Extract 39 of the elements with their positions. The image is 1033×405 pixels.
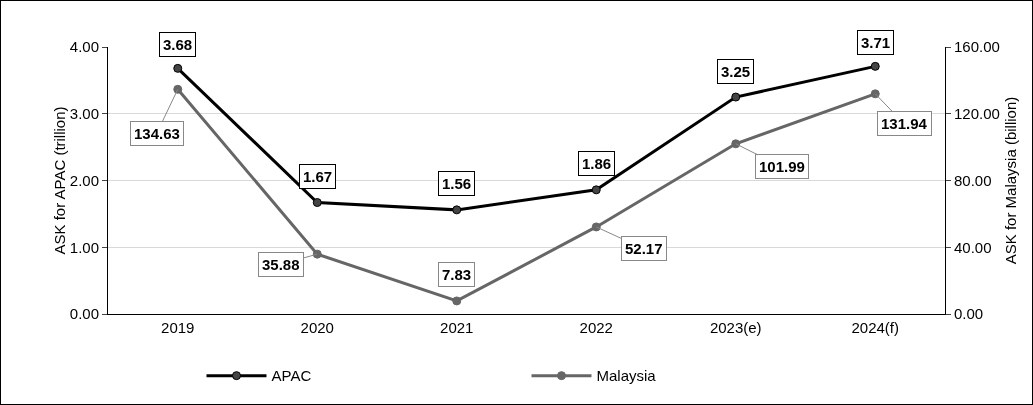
x-tick-label: 2020 [300,319,334,336]
point [870,61,880,71]
point [731,92,741,102]
y2-tick-label: 0.00 [954,305,984,323]
y-tick-label: 3.00 [69,105,99,122]
y-axis-title: ASK for APAC (trillion) [50,106,68,255]
data-label: 131.94 [881,115,928,132]
x-tick-label: 2019 [161,319,195,336]
y-tick-label: 0.00 [69,305,99,323]
data-label: 3.25 [721,63,751,80]
data-label: 35.88 [262,256,300,273]
y-tick-label: 1.00 [69,238,99,256]
y2-tick-label: 160.00 [954,38,1000,56]
x-tick-label: 2024(f) [851,319,900,336]
data-label: 134.63 [134,125,180,142]
x-tick-label: 2023(e) [709,319,762,336]
data-label: 3.71 [861,34,891,51]
data-label: 101.99 [759,158,805,175]
point [452,205,462,215]
legend-label: APAC [271,367,312,385]
y-tick-label: 4.00 [69,38,99,56]
data-label: 3.68 [163,36,193,53]
x-tick-label: 2021 [440,319,474,336]
legend-label: Malaysia [596,367,657,385]
x-tick-label: 2022 [579,319,613,336]
y2-tick-label: 120.00 [954,105,1000,122]
data-label: 1.56 [442,175,472,192]
y2-axis-title: ASK for Malaysia (billion) [1001,96,1019,265]
point [173,63,183,73]
data-label: 7.83 [442,266,472,283]
point [591,185,601,195]
y2-tick-label: 80.00 [954,171,992,189]
point [312,198,322,208]
data-label: 52.17 [625,240,663,257]
y2-tick-label: 40.00 [954,238,992,256]
data-label: 1.86 [582,155,612,172]
point [452,296,462,306]
data-label: 1.67 [303,168,333,185]
y-tick-label: 2.00 [69,171,99,189]
